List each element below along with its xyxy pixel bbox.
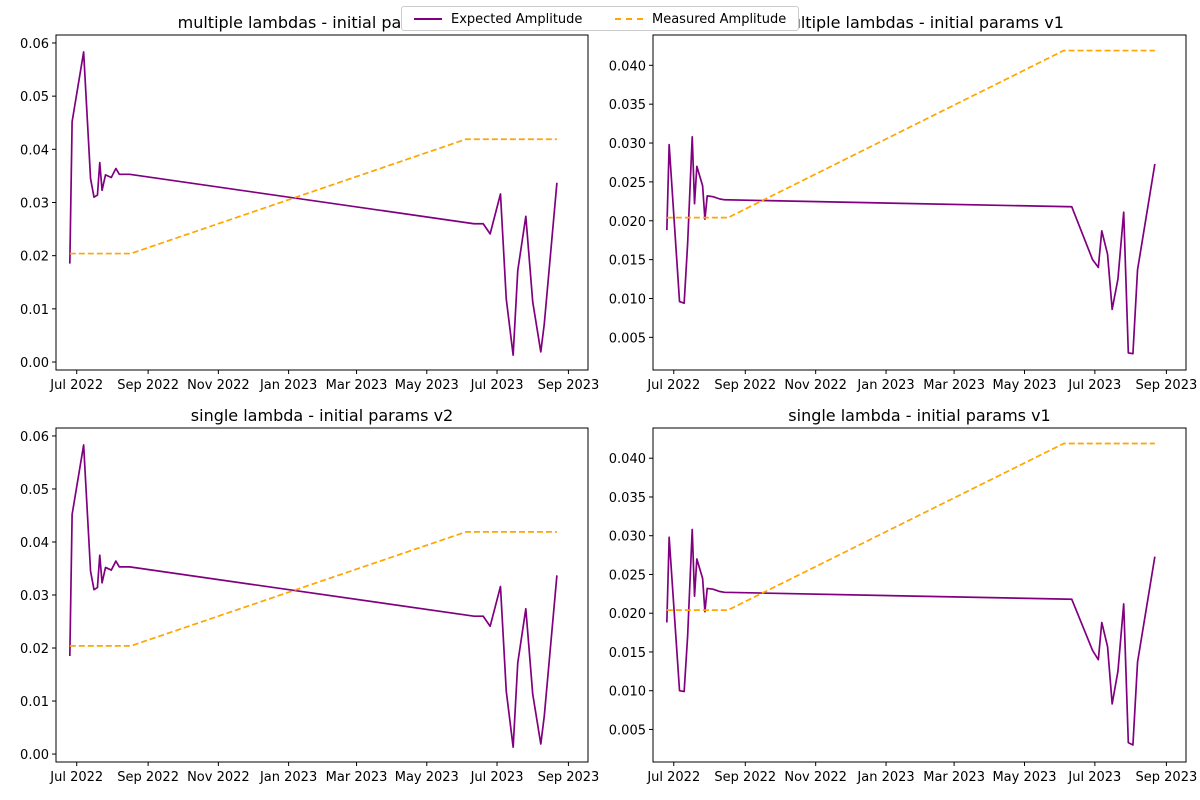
legend-label-expected: Expected Amplitude <box>451 11 583 27</box>
x-tick-label: May 2023 <box>992 770 1056 785</box>
x-tick-label: Jan 2023 <box>259 378 317 393</box>
x-tick-label: Sep 2022 <box>714 770 776 785</box>
y-tick-label: 0.010 <box>609 292 646 307</box>
y-tick-label: 0.040 <box>609 59 646 74</box>
legend-label-measured: Measured Amplitude <box>652 11 787 27</box>
y-tick-label: 0.015 <box>609 254 646 269</box>
x-tick-label: Sep 2022 <box>117 378 179 393</box>
subplot-4: single lambda - initial params v1 Jul 202… <box>609 406 1197 785</box>
x-tick-label: Nov 2022 <box>187 378 250 393</box>
x-tick-label: Mar 2023 <box>923 378 985 393</box>
y-tick-label: 0.030 <box>609 137 646 152</box>
y-tick-label: 0.06 <box>20 37 49 52</box>
y-tick-label: 0.020 <box>609 215 646 230</box>
y-tick-label: 0.035 <box>609 491 646 506</box>
x-tick-label: Jul 2023 <box>1067 770 1121 785</box>
x-tick-label: Sep 2023 <box>1136 378 1198 393</box>
x-tick-label: Nov 2022 <box>784 770 847 785</box>
subplot-title: single lambda - initial params v1 <box>788 406 1050 425</box>
subplot-title: multiple lambdas - initial params v2 <box>178 13 467 32</box>
legend-swatch-measured <box>615 18 643 20</box>
expected-amplitude-line <box>665 528 1156 746</box>
x-tick-label: Sep 2023 <box>1136 770 1198 785</box>
expected-amplitude-line <box>68 444 558 749</box>
y-tick-label: 0.03 <box>20 197 49 212</box>
y-tick-label: 0.005 <box>609 331 646 346</box>
y-tick-label: 0.05 <box>20 483 49 498</box>
x-tick-label: Jul 2022 <box>646 378 700 393</box>
x-tick-label: May 2023 <box>395 378 459 393</box>
x-tick-label: Sep 2022 <box>117 770 179 785</box>
y-tick-label: 0.05 <box>20 90 49 105</box>
x-tick-label: Sep 2022 <box>714 378 776 393</box>
x-tick-label: Jan 2023 <box>856 770 914 785</box>
y-tick-label: 0.025 <box>609 568 646 583</box>
measured-amplitude-line <box>666 442 1155 611</box>
axes-frame <box>652 34 1187 371</box>
x-tick-label: Jul 2022 <box>49 770 103 785</box>
x-tick-label: Sep 2023 <box>538 770 600 785</box>
y-tick-label: 0.020 <box>609 607 646 622</box>
x-tick-label: Jul 2022 <box>646 770 700 785</box>
legend-item-measured: Measured Amplitude <box>615 11 786 27</box>
x-tick-label: May 2023 <box>395 770 459 785</box>
y-tick-label: 0.02 <box>20 250 49 265</box>
x-tick-label: Jul 2023 <box>470 770 524 785</box>
axes-frame <box>652 427 1187 763</box>
y-tick-label: 0.04 <box>20 143 49 158</box>
subplot-title: single lambda - initial params v2 <box>191 406 453 425</box>
y-tick-label: 0.025 <box>609 176 646 191</box>
expected-amplitude-line <box>665 135 1156 355</box>
x-tick-label: Jul 2023 <box>470 378 524 393</box>
y-tick-label: 0.035 <box>609 98 646 113</box>
expected-amplitude-line <box>68 51 558 356</box>
x-tick-label: Nov 2022 <box>187 770 250 785</box>
x-tick-label: May 2023 <box>992 378 1056 393</box>
y-tick-label: 0.010 <box>609 685 646 700</box>
y-tick-label: 0.03 <box>20 589 49 604</box>
y-tick-label: 0.005 <box>609 723 646 738</box>
y-tick-label: 0.00 <box>20 748 49 763</box>
x-tick-label: Sep 2023 <box>538 378 600 393</box>
x-tick-label: Jan 2023 <box>856 378 914 393</box>
measured-amplitude-line <box>69 138 557 255</box>
measured-amplitude-line <box>666 49 1155 219</box>
subplot-2: multiple lambdas - initial params v1 Jul … <box>609 13 1197 393</box>
x-tick-label: Jul 2023 <box>1067 378 1121 393</box>
x-tick-label: Jul 2022 <box>49 378 103 393</box>
y-tick-label: 0.030 <box>609 530 646 545</box>
y-tick-label: 0.06 <box>20 430 49 445</box>
legend-swatch-expected <box>414 18 442 20</box>
subplot-1: multiple lambdas - initial params v2 Jul … <box>20 13 599 393</box>
x-tick-label: Mar 2023 <box>326 770 388 785</box>
y-tick-label: 0.01 <box>20 303 49 318</box>
y-tick-label: 0.01 <box>20 695 49 710</box>
y-tick-label: 0.02 <box>20 642 49 657</box>
y-tick-label: 0.00 <box>20 356 49 371</box>
subplot-3: single lambda - initial params v2 Jul 202… <box>20 406 599 785</box>
x-tick-label: Mar 2023 <box>326 378 388 393</box>
x-tick-label: Jan 2023 <box>259 770 317 785</box>
subplot-title: multiple lambdas - initial params v1 <box>775 13 1064 32</box>
y-tick-label: 0.015 <box>609 646 646 661</box>
x-tick-label: Mar 2023 <box>923 770 985 785</box>
y-tick-label: 0.04 <box>20 536 49 551</box>
measured-amplitude-line <box>69 531 557 647</box>
y-tick-label: 0.040 <box>609 452 646 467</box>
legend-item-expected: Expected Amplitude <box>414 11 582 27</box>
legend: Expected Amplitude Measured Amplitude <box>401 6 799 31</box>
x-tick-label: Nov 2022 <box>784 378 847 393</box>
